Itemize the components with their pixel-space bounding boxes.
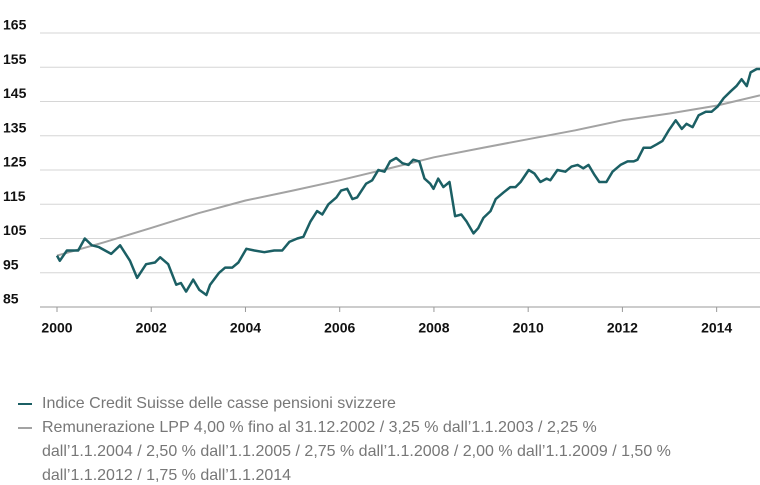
- y-tick-label: 125: [3, 154, 27, 170]
- legend-item: Remunerazione LPP 4,00 % fino al 31.12.2…: [18, 416, 678, 485]
- legend-label: Indice Credit Suisse delle casse pension…: [42, 395, 396, 412]
- series-line: [55, 67, 760, 297]
- y-tick-label: 95: [3, 256, 19, 272]
- x-tick-label: 2014: [701, 320, 732, 336]
- legend-label: Remunerazione LPP 4,00 % fino al 31.12.2…: [42, 419, 671, 484]
- x-tick-label: 2004: [230, 320, 261, 336]
- y-tick-label: 105: [3, 222, 27, 238]
- chart: 85 95 105 115 125 135 145 155 165 2000 2002 2004 200…: [3, 17, 760, 336]
- y-tick-label: 155: [3, 51, 27, 67]
- series-line: [56, 94, 760, 257]
- y-tick-label: 115: [3, 188, 26, 204]
- x-tick-label: 2010: [513, 320, 544, 336]
- y-tick-label: 85: [3, 291, 19, 307]
- x-tick-label: 2012: [607, 320, 638, 336]
- legend: Indice Credit Suisse delle casse pension…: [18, 392, 678, 485]
- y-tick-label: 135: [3, 119, 27, 135]
- y-tick-label: 165: [3, 17, 27, 33]
- x-tick-label: 2008: [418, 320, 449, 336]
- legend-swatch: [18, 403, 32, 405]
- legend-item: Indice Credit Suisse delle casse pension…: [18, 392, 678, 416]
- y-tick-label: 145: [3, 85, 27, 101]
- x-tick-label: 2000: [41, 320, 72, 336]
- x-tick-label: 2006: [324, 320, 355, 336]
- legend-swatch: [18, 427, 32, 429]
- x-tick-label: 2002: [136, 320, 167, 336]
